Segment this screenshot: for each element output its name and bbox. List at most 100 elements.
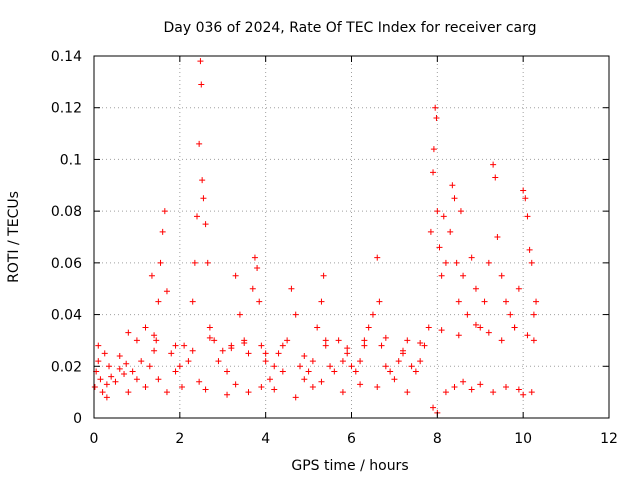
data-point [258, 342, 265, 349]
data-point [178, 383, 185, 390]
data-point [211, 337, 218, 344]
data-point [301, 352, 308, 359]
data-point [196, 378, 203, 385]
x-tick-label: 12 [600, 431, 618, 447]
data-point [142, 383, 149, 390]
data-point [430, 169, 437, 176]
data-point [374, 383, 381, 390]
data-point [228, 345, 235, 352]
data-point [451, 383, 458, 390]
data-point [361, 337, 368, 344]
data-point [395, 358, 402, 365]
data-point [224, 368, 231, 375]
data-point [292, 394, 299, 401]
y-tick-label: 0.06 [51, 256, 82, 272]
data-point [258, 383, 265, 390]
data-point [219, 347, 226, 354]
data-point [279, 342, 286, 349]
data-point [331, 368, 338, 375]
y-tick-label: 0.1 [60, 152, 82, 168]
data-point [481, 298, 488, 305]
data-point [485, 329, 492, 336]
x-tick-label: 6 [347, 431, 356, 447]
data-point [249, 285, 256, 292]
data-point [449, 182, 456, 189]
data-point [95, 342, 102, 349]
x-tick-label: 4 [261, 431, 270, 447]
data-point [133, 337, 140, 344]
data-point [191, 259, 198, 266]
data-point [528, 389, 535, 396]
x-tick-label: 10 [514, 431, 532, 447]
data-point [440, 213, 447, 220]
x-tick-labels: 0 2 4 6 8 10 12 [90, 431, 618, 447]
data-point [434, 208, 441, 215]
data-point [197, 58, 204, 65]
data-point [520, 187, 527, 194]
data-point [236, 311, 243, 318]
data-point [369, 311, 376, 318]
data-point [433, 115, 440, 122]
data-point [288, 285, 295, 292]
data-point [357, 381, 364, 388]
data-point [194, 213, 200, 220]
data-point [206, 334, 213, 341]
data-point [438, 272, 445, 279]
data-point [232, 381, 239, 388]
data-point [455, 298, 462, 305]
data-point [163, 389, 170, 396]
data-point [378, 342, 385, 349]
data-point [301, 376, 308, 383]
data-point [172, 342, 179, 349]
data-point [387, 368, 394, 375]
data-point [520, 391, 527, 398]
data-point [430, 146, 437, 153]
data-point [408, 363, 415, 370]
data-point [533, 298, 540, 305]
data-point [202, 386, 209, 393]
data-point [391, 376, 398, 383]
data-point [199, 177, 206, 184]
data-point [526, 246, 533, 253]
y-tick-label: 0 [73, 411, 82, 427]
data-point [507, 311, 514, 318]
data-point [421, 342, 428, 349]
data-point [492, 174, 499, 181]
data-point [262, 350, 269, 357]
data-point [163, 288, 170, 295]
data-point [148, 272, 155, 279]
y-axis-label: ROTI / TECUs [6, 191, 22, 283]
data-point [352, 368, 359, 375]
data-point [457, 208, 464, 215]
data-point [106, 363, 113, 370]
data-point [327, 363, 334, 370]
data-point [322, 337, 329, 344]
data-point [206, 324, 213, 331]
data-point [485, 259, 492, 266]
data-point [103, 394, 110, 401]
data-point [468, 386, 475, 393]
data-point [460, 272, 467, 279]
data-point [494, 234, 501, 240]
data-point [460, 378, 467, 385]
data-point [116, 365, 123, 372]
data-point [189, 298, 196, 305]
data-point [284, 337, 291, 344]
data-point [256, 298, 263, 305]
data-point [503, 383, 509, 390]
data-point [417, 358, 424, 365]
y-tick-label: 0.02 [51, 359, 82, 375]
data-point [101, 350, 108, 357]
data-point [155, 376, 162, 383]
x-tick-label: 8 [433, 431, 442, 447]
data-point [436, 244, 443, 251]
data-point [335, 337, 342, 344]
data-point [202, 221, 209, 228]
data-point [322, 342, 329, 349]
data-point [146, 363, 153, 370]
data-point [528, 259, 535, 266]
data-point [498, 337, 505, 344]
data-point [365, 324, 372, 331]
data-point [185, 358, 192, 365]
data-point [522, 195, 529, 202]
